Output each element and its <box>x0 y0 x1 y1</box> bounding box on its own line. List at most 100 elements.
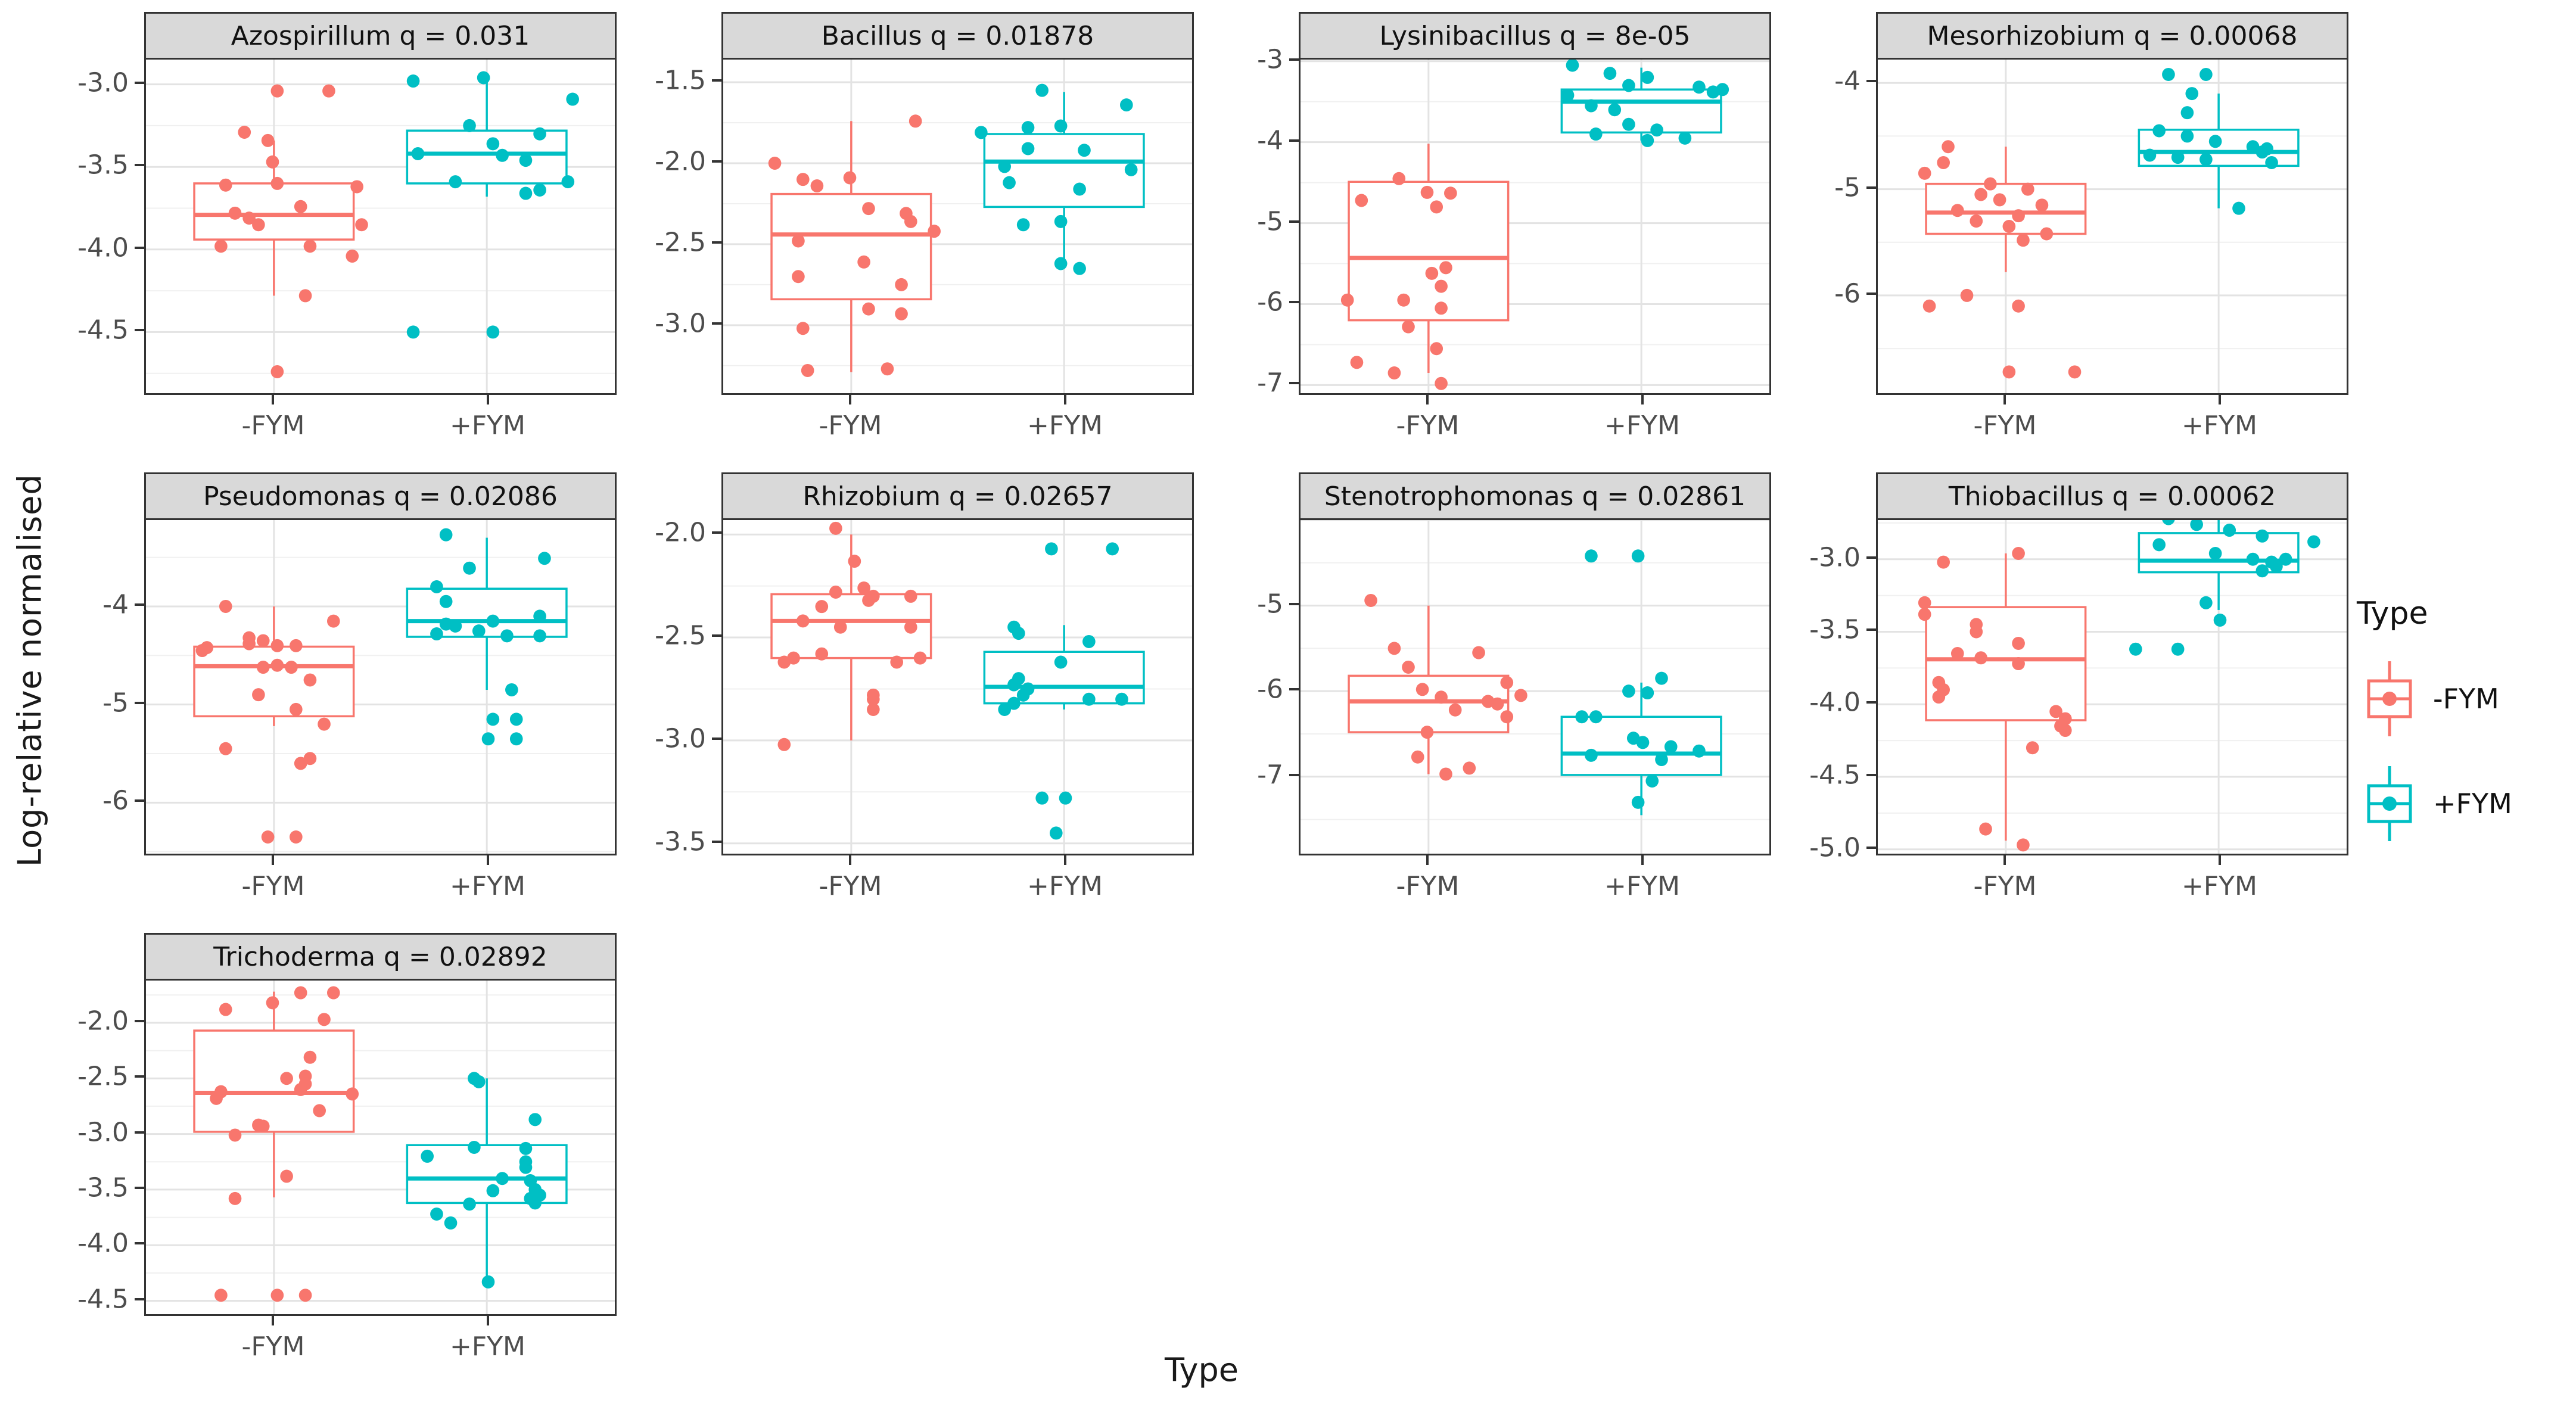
x-axis-ticks: -FYM +FYM <box>721 855 1194 913</box>
y-tick-label: -3.5 <box>77 150 129 181</box>
facet-strip-title: Pseudomonas q = 0.02086 <box>203 481 558 512</box>
panel-plot <box>146 981 615 1314</box>
y-axis-ticks: -4 -5 -6 <box>1787 58 1876 395</box>
y-tick-label: -6 <box>1834 278 1861 309</box>
gridlines <box>1301 520 1769 854</box>
y-tick-mark <box>135 81 144 84</box>
legend-title: Type <box>2357 596 2428 631</box>
y-tick-label: -6 <box>1257 287 1283 318</box>
facet-cell: Pseudomonas q = 0.02086 -4 -5 -6 -FYM +FYM <box>55 472 617 913</box>
y-tick-mark <box>1289 58 1299 61</box>
boxplot--FYM <box>1349 606 1508 774</box>
y-tick-label: -4.5 <box>77 315 129 346</box>
x-tick-mark <box>849 855 852 865</box>
facet-strip: Bacillus q = 0.01878 <box>721 12 1194 58</box>
facet-cell: Trichoderma q = 0.02892 -2.0 -2.5 -3.0 -3.5-… <box>55 933 617 1373</box>
x-tick-label: +FYM <box>1604 410 1681 441</box>
jitter-points--FYM <box>768 114 941 377</box>
x-axis-ticks: -FYM +FYM <box>721 395 1194 452</box>
facets-grid: Azospirillum q = 0.031 -3.0 -3.5 -4.0 -4.5 -F… <box>55 12 2348 1373</box>
x-tick-mark <box>2003 855 2006 865</box>
facet-cell: Azospirillum q = 0.031 -3.0 -3.5 -4.0 -4.5 -F… <box>55 12 617 452</box>
facet-strip: Lysinibacillus q = 8e-05 <box>1299 12 1771 58</box>
panel-plot-area <box>721 58 1194 395</box>
x-axis-ticks: -FYM +FYM <box>144 855 617 913</box>
y-tick-label: -5 <box>1257 206 1283 237</box>
y-tick-mark <box>135 701 144 704</box>
y-axis-ticks: -2.0 -2.5 -3.0 -3.5 <box>632 517 721 857</box>
y-tick-mark <box>135 1075 144 1078</box>
y-tick-label: -7 <box>1257 760 1283 791</box>
y-tick-mark <box>1289 301 1299 304</box>
facet-strip-title: Trichoderma q = 0.02892 <box>213 941 547 972</box>
panel-plot <box>723 60 1192 393</box>
y-axis-ticks: -1.5 -2.0 -2.5 -3.0 <box>632 58 721 395</box>
y-tick-mark <box>1289 773 1299 776</box>
y-tick-mark <box>1866 628 1876 631</box>
y-tick-mark <box>135 164 144 167</box>
y-tick-label: -2.5 <box>655 227 706 258</box>
facet-cell: Thiobacillus q = 0.00062 -3.0 -3.5 -4.0 -4.5… <box>1787 472 2348 913</box>
x-tick-mark <box>2218 855 2221 865</box>
jitter-points-+FYM <box>430 528 551 746</box>
facet-strip-title: Thiobacillus q = 0.00062 <box>1948 481 2276 512</box>
facet-strip-title: Azospirillum q = 0.031 <box>231 20 530 51</box>
y-tick-label: -5 <box>102 687 129 718</box>
panel-plot <box>1878 520 2347 854</box>
y-tick-mark <box>1866 80 1876 83</box>
jitter-points-+FYM <box>998 542 1128 840</box>
jitter-points-+FYM <box>2143 67 2278 215</box>
x-tick-mark <box>272 1316 275 1325</box>
legend-boxplot-icon <box>2367 661 2412 736</box>
x-tick-label: -FYM <box>819 410 882 441</box>
jitter-points--FYM <box>1340 172 1457 390</box>
jitter-points--FYM <box>214 84 368 378</box>
y-tick-label: -3.0 <box>1809 542 1861 573</box>
x-tick-mark <box>1063 855 1066 865</box>
y-tick-label: -2.0 <box>655 517 706 548</box>
jitter-points-+FYM <box>421 1072 546 1289</box>
y-tick-mark <box>1866 701 1876 704</box>
y-axis-ticks: -3.0 -3.5 -4.0 -4.5 -5.0 <box>1787 518 1876 863</box>
y-tick-label: -5 <box>1834 172 1861 203</box>
y-tick-label: -3 <box>1257 44 1283 75</box>
jitter-points-+FYM <box>1575 549 1706 809</box>
y-tick-mark <box>135 329 144 332</box>
y-tick-mark <box>1866 556 1876 559</box>
y-tick-label: -4 <box>1834 66 1861 97</box>
legend-entry: -FYM <box>2357 654 2566 743</box>
y-tick-mark <box>1289 220 1299 223</box>
y-tick-label: -3.0 <box>655 308 706 339</box>
x-tick-label: +FYM <box>2181 410 2258 441</box>
y-tick-mark <box>135 246 144 249</box>
facet-strip: Azospirillum q = 0.031 <box>144 12 617 58</box>
y-tick-label: -1.5 <box>655 65 706 96</box>
y-tick-mark <box>135 1297 144 1300</box>
y-axis-ticks: -4 -5 -6 <box>55 518 144 855</box>
panel-plot <box>146 520 615 854</box>
jitter-points-+FYM <box>2129 520 2320 656</box>
x-tick-label: +FYM <box>2181 871 2258 901</box>
y-tick-label: -4 <box>102 589 129 620</box>
y-tick-mark <box>712 322 721 325</box>
y-tick-label: -6 <box>102 785 129 816</box>
y-axis-title: Log-relative normalised <box>11 474 49 867</box>
x-axis-ticks: -FYM +FYM <box>1876 395 2348 452</box>
x-tick-label: -FYM <box>241 410 305 441</box>
panel-plot-area <box>1299 58 1771 395</box>
y-tick-label: -3.5 <box>1809 614 1861 645</box>
x-tick-label: -FYM <box>819 871 882 901</box>
boxplot--FYM <box>771 534 931 740</box>
x-tick-mark <box>1641 395 1644 404</box>
facet-strip: Thiobacillus q = 0.00062 <box>1876 472 2348 518</box>
x-tick-label: -FYM <box>241 1331 305 1362</box>
y-axis-ticks: -5 -6 -7 <box>1209 518 1299 855</box>
y-tick-label: -4 <box>1257 125 1283 156</box>
legend-entry-label: +FYM <box>2433 788 2512 820</box>
facet-cell: Rhizobium q = 0.02657 -2.0 -2.5 -3.0 -3.5 -FY… <box>632 472 1194 913</box>
legend-entries: -FYM +FYM <box>2357 654 2566 848</box>
jitter-points--FYM <box>1918 547 2072 852</box>
y-tick-label: -2.0 <box>77 1006 129 1037</box>
boxplot-+FYM <box>407 1078 567 1282</box>
x-tick-mark <box>2003 395 2006 404</box>
